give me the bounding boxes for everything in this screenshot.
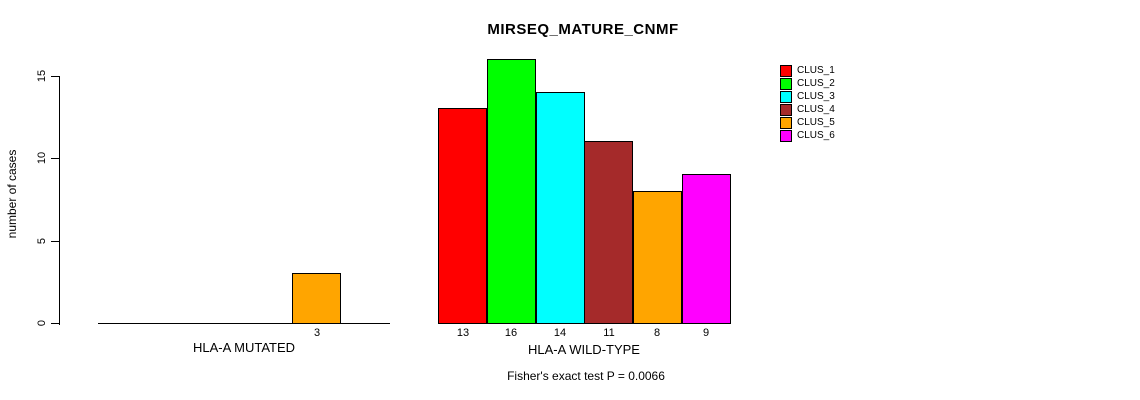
y-axis-title: number of cases — [5, 149, 19, 239]
legend-item: CLUS_5 — [780, 116, 835, 129]
chart-title: MIRSEQ_MATURE_CNMF — [487, 21, 679, 38]
y-axis-line — [59, 76, 60, 325]
bar-clus_4 — [584, 141, 633, 324]
legend-item: CLUS_4 — [780, 103, 835, 116]
y-axis-tick — [51, 76, 59, 77]
bar-value-label: 3 — [313, 327, 321, 339]
bar-value-label: 14 — [553, 327, 567, 339]
legend: CLUS_1 CLUS_2 CLUS_3 CLUS_4 CLUS_5 CLUS_6 — [780, 64, 835, 142]
bar-value-label: 9 — [702, 327, 710, 339]
y-axis-tick — [51, 241, 59, 242]
legend-label: CLUS_5 — [797, 117, 835, 128]
bar-value-label: 8 — [653, 327, 661, 339]
legend-label: CLUS_3 — [797, 91, 835, 102]
group-label-wild-type: HLA-A WILD-TYPE — [528, 342, 640, 357]
y-axis-tick — [51, 158, 59, 159]
bar-clus_2 — [487, 59, 536, 324]
group-label-mutated: HLA-A MUTATED — [192, 340, 296, 355]
legend-item: CLUS_2 — [780, 77, 835, 90]
fisher-test-caption: Fisher's exact test P = 0.0066 — [507, 369, 665, 383]
legend-label: CLUS_6 — [797, 130, 835, 141]
legend-item: CLUS_1 — [780, 64, 835, 77]
bar-value-label: 13 — [456, 327, 470, 339]
y-axis-tick-label: 10 — [36, 151, 48, 165]
y-axis-tick-label: 0 — [36, 319, 48, 327]
bar-value-label: 16 — [504, 327, 518, 339]
bar-clus_3 — [536, 92, 585, 324]
bar-clus_1 — [438, 108, 487, 324]
legend-swatch — [780, 129, 792, 142]
bar-clus_6 — [682, 174, 731, 324]
legend-swatch — [780, 64, 792, 77]
bar-clus_5 — [292, 273, 341, 324]
legend-item: CLUS_6 — [780, 129, 835, 142]
y-axis-tick — [51, 323, 59, 324]
legend-label: CLUS_4 — [797, 104, 835, 115]
y-axis-tick-label: 15 — [36, 69, 48, 83]
y-axis-tick-label: 5 — [36, 237, 48, 245]
legend-item: CLUS_3 — [780, 90, 835, 103]
legend-swatch — [780, 90, 792, 103]
bar-value-label: 11 — [603, 327, 615, 339]
legend-label: CLUS_2 — [797, 78, 835, 89]
bar-clus_5 — [633, 191, 682, 324]
group-baseline — [98, 323, 390, 324]
legend-swatch — [780, 77, 792, 90]
legend-swatch — [780, 116, 792, 129]
legend-swatch — [780, 103, 792, 116]
legend-label: CLUS_1 — [797, 65, 835, 76]
